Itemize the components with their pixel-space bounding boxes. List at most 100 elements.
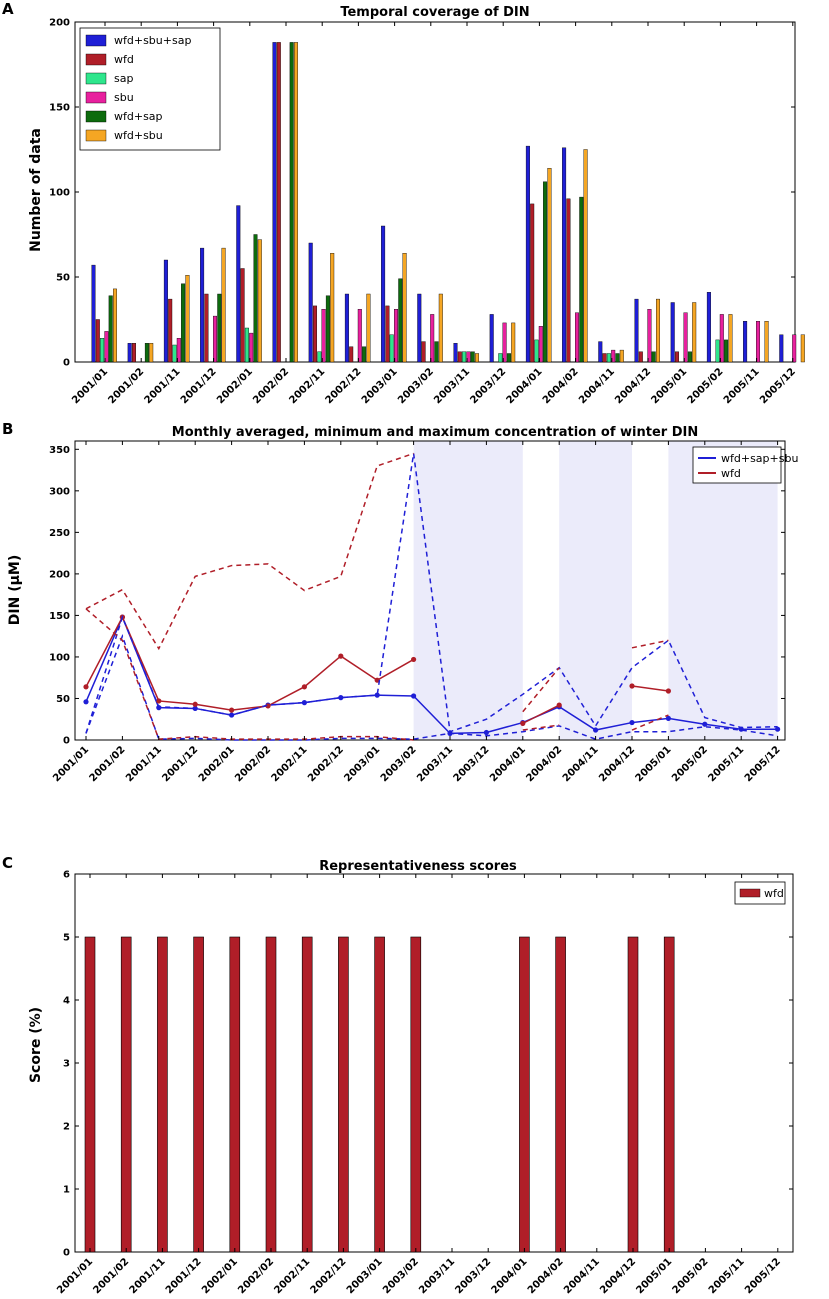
panel-a-bar <box>489 314 494 363</box>
panel-a-bar <box>168 298 173 363</box>
panel-b-xtick-label: 2005/01 <box>634 744 674 784</box>
panel-b-plot: 0501001502002503003502001/012001/022001/… <box>49 440 798 784</box>
panel-a-bar <box>562 147 567 363</box>
panel-b-xtick-label: 2005/12 <box>743 744 783 784</box>
panel-b-point <box>301 700 307 706</box>
panel-a-bar <box>453 343 458 363</box>
panel-a-bar <box>417 293 422 363</box>
panel-a-bar <box>313 305 318 363</box>
panel-b-point <box>556 702 562 708</box>
panel-a-bar <box>506 353 511 363</box>
panel-a-bar <box>131 343 136 363</box>
panel-b-ytick-label: 0 <box>63 736 70 747</box>
panel-b-point <box>520 720 526 726</box>
panel-a-legend-swatch <box>85 53 107 66</box>
panel-b-ytick-label: 50 <box>56 694 70 705</box>
panel-b-xtick-label: 2003/11 <box>415 744 455 784</box>
panel-a-bar <box>800 334 805 363</box>
panel-a-bar <box>357 309 362 363</box>
panel-b-point <box>83 699 89 705</box>
panel-b-point <box>629 683 635 689</box>
panel-b-point <box>665 688 672 694</box>
panel-b-shaded-region <box>413 441 523 740</box>
panel-a-bar <box>566 198 571 363</box>
panel-a-legend-label: wfd+sbu+sap <box>114 34 191 47</box>
panel-a-bar <box>204 293 209 363</box>
panel-a-bar <box>200 247 205 363</box>
panel-c-xtick-label: 2004/01 <box>490 1256 530 1296</box>
panel-c-xtick-label: 2003/12 <box>453 1256 493 1296</box>
panel-a-bar <box>525 145 530 363</box>
panel-a-ytick-label: 200 <box>49 18 70 29</box>
panel-c-xtick-label: 2001/11 <box>128 1256 168 1296</box>
panel-c-frame <box>74 873 794 1253</box>
panel-b-ytick-label: 300 <box>49 486 70 497</box>
panel-a-bar <box>217 293 222 363</box>
panel-a-legend-swatch <box>85 91 107 104</box>
panel-b-point <box>229 707 235 713</box>
panel-a-bar <box>366 293 371 363</box>
panel-c-ytick-label: 4 <box>63 996 70 1007</box>
panel-a-bar <box>651 351 656 363</box>
panel-a-xtick-label: 2004/12 <box>613 366 653 406</box>
panel-b-point <box>301 684 307 690</box>
panel-b-xtick-label: 2004/12 <box>597 744 637 784</box>
panel-a-bar <box>715 339 720 363</box>
panel-b-frame <box>74 440 786 741</box>
panel-a-legend-swatch <box>85 110 107 123</box>
panel-b-point <box>338 695 344 701</box>
panel-a-letter: A <box>2 0 14 18</box>
panel-a-bar <box>240 268 245 363</box>
panel-a-bar <box>349 346 354 363</box>
panel-a-bar <box>670 302 675 363</box>
panel-a-xtick-label: 2001/02 <box>106 366 146 406</box>
panel-a-bar <box>430 314 435 363</box>
panel-a-bar <box>675 351 680 363</box>
panel-b-xtick-label: 2005/11 <box>706 744 746 784</box>
panel-a-xtick-label: 2004/02 <box>541 366 581 406</box>
panel-a-bar <box>308 242 313 363</box>
panel-b-legend-box <box>692 446 782 484</box>
panel-b-series-line <box>85 452 414 651</box>
panel-a-bar <box>634 298 639 363</box>
panel-b-xtick-label: 2005/02 <box>670 744 710 784</box>
panel-a-bar <box>185 275 190 363</box>
panel-a-ytick-label: 100 <box>49 188 70 199</box>
panel-c-bar <box>410 936 422 1253</box>
panel-a-xtick-label: 2002/11 <box>287 366 327 406</box>
panel-a-bar <box>638 351 643 363</box>
panel-b-xtick-label: 2004/11 <box>561 744 601 784</box>
panel-a-bar <box>104 331 109 363</box>
panel-b-ytick-label: 100 <box>49 652 70 663</box>
panel-c-legend-label: wfd <box>764 887 784 900</box>
panel-a-xtick-label: 2005/02 <box>686 366 726 406</box>
panel-c-xtick-label: 2004/02 <box>526 1256 566 1296</box>
panel-c-letter: C <box>2 854 13 872</box>
panel-b-series-line <box>631 639 669 649</box>
panel-c-bar <box>193 936 204 1253</box>
panel-a-legend-label: wfd <box>114 53 134 66</box>
panel-a-bar <box>764 321 769 363</box>
panel-b-xtick-label: 2003/01 <box>342 744 382 784</box>
panel-a-legend-label: wfd+sbu <box>114 129 163 142</box>
panel-b-series-line <box>85 608 414 741</box>
panel-a-bar <box>502 322 507 363</box>
panel-a-bar <box>272 42 277 363</box>
panel-a-bar <box>583 149 588 363</box>
panel-a-bar <box>743 321 748 363</box>
panel-a-xtick-label: 2001/12 <box>179 366 219 406</box>
panel-c-plot: 01234562001/012001/022001/112001/122002/… <box>55 870 794 1296</box>
panel-a-bar <box>176 338 181 363</box>
panel-c-xtick-label: 2005/01 <box>634 1256 674 1296</box>
panel-c-bar <box>663 936 675 1253</box>
panel-b-shaded-region <box>559 441 632 740</box>
panel-c-bar <box>301 936 313 1253</box>
panel-a-bar <box>466 351 471 363</box>
panel-b-series-line <box>631 714 669 731</box>
panel-c-xtick-label: 2002/11 <box>272 1256 312 1296</box>
panel-a-bar <box>344 293 349 363</box>
panel-c-title: Representativeness scores <box>319 859 517 874</box>
panel-a-bar <box>534 339 539 363</box>
panel-a-bar <box>253 234 258 363</box>
panel-a-bar <box>317 351 322 363</box>
